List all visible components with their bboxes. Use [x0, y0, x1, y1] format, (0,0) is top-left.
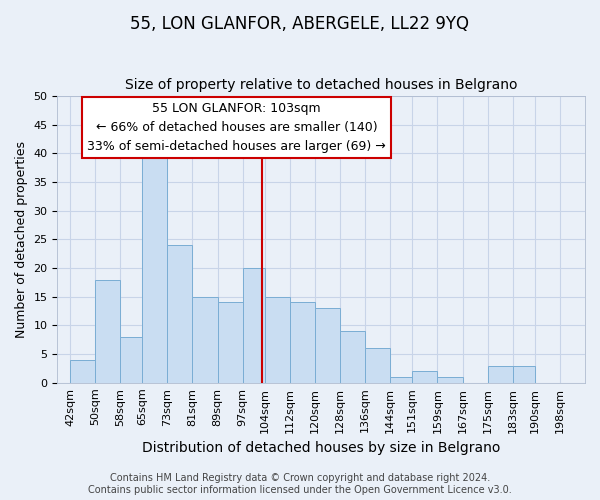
Bar	[70, 360, 95, 383]
Bar	[142, 148, 167, 383]
Bar	[365, 348, 390, 383]
Bar	[193, 296, 218, 383]
Text: Contains HM Land Registry data © Crown copyright and database right 2024.
Contai: Contains HM Land Registry data © Crown c…	[88, 474, 512, 495]
Text: 55, LON GLANFOR, ABERGELE, LL22 9YQ: 55, LON GLANFOR, ABERGELE, LL22 9YQ	[131, 15, 470, 33]
Y-axis label: Number of detached properties: Number of detached properties	[15, 141, 28, 338]
Bar	[242, 268, 265, 383]
Bar	[265, 296, 290, 383]
Bar	[513, 366, 535, 383]
Bar	[315, 308, 340, 383]
Bar	[167, 245, 193, 383]
X-axis label: Distribution of detached houses by size in Belgrano: Distribution of detached houses by size …	[142, 441, 500, 455]
Bar	[488, 366, 513, 383]
Text: 55 LON GLANFOR: 103sqm
← 66% of detached houses are smaller (140)
33% of semi-de: 55 LON GLANFOR: 103sqm ← 66% of detached…	[88, 102, 386, 152]
Bar	[290, 302, 315, 383]
Bar	[412, 372, 437, 383]
Bar	[218, 302, 242, 383]
Bar	[95, 280, 120, 383]
Bar	[120, 337, 142, 383]
Bar	[340, 331, 365, 383]
Bar	[437, 377, 463, 383]
Title: Size of property relative to detached houses in Belgrano: Size of property relative to detached ho…	[125, 78, 517, 92]
Bar	[390, 377, 412, 383]
